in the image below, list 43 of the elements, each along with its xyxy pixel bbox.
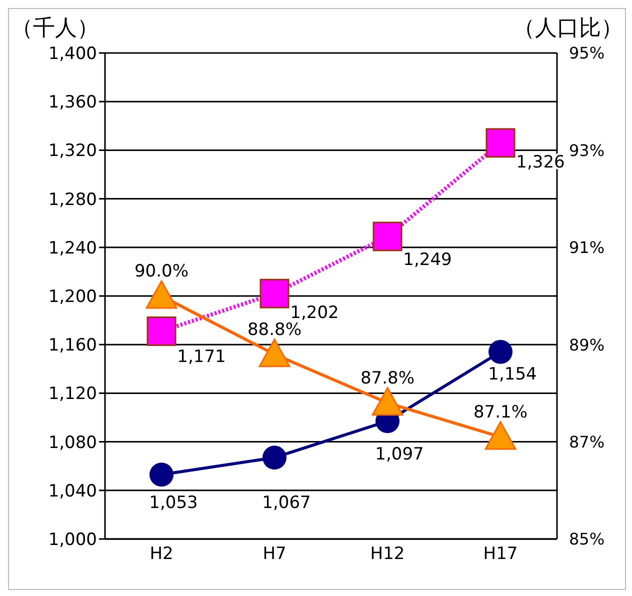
- data-label: 87.1%: [473, 402, 528, 423]
- data-label: 87.8%: [360, 368, 415, 389]
- point: [262, 446, 286, 470]
- data-label: 1,249: [403, 250, 452, 270]
- point: [372, 387, 404, 416]
- data-label: 1,154: [488, 364, 537, 385]
- point: [146, 316, 176, 346]
- x-tick-label: H12: [370, 544, 405, 564]
- y-tick-label: 1,360: [48, 92, 97, 113]
- y2-tick-label: 85%: [569, 530, 605, 549]
- point: [488, 340, 512, 364]
- y-tick-label: 1,320: [48, 141, 97, 162]
- y2-tick-label: 93%: [569, 140, 605, 160]
- data-label: 1,171: [177, 347, 226, 368]
- y2-tick-label: 95%: [569, 44, 605, 63]
- data-label: 1,053: [149, 493, 198, 514]
- y2-tick-label: 89%: [569, 335, 605, 354]
- y-tick-label: 1,160: [48, 336, 97, 356]
- y-tick-label: 1,080: [48, 432, 97, 453]
- y2-tick-label: 87%: [569, 432, 605, 452]
- point: [372, 222, 402, 252]
- x-tick-label: H17: [483, 544, 518, 564]
- data-label: 1,067: [262, 493, 311, 514]
- point: [150, 462, 174, 487]
- y-axis-title: （千人）: [11, 15, 99, 43]
- point: [260, 278, 290, 308]
- data-label: 90.0%: [134, 262, 189, 282]
- point: [486, 128, 516, 158]
- point: [258, 338, 290, 368]
- data-label: 1,097: [375, 444, 424, 464]
- x-tick-label: H7: [262, 544, 286, 564]
- y-tick-label: 1,280: [48, 190, 97, 210]
- y-tick-label: 1,200: [48, 287, 97, 308]
- point: [146, 280, 178, 309]
- x-tick-label: H2: [150, 544, 174, 564]
- y-tick-label: 1,400: [48, 44, 97, 64]
- y2-axis-title: （人口比）: [513, 15, 623, 43]
- y-tick-label: 1,040: [48, 481, 97, 502]
- y-tick-label: 1,120: [48, 384, 97, 404]
- y-tick-label: 1,240: [48, 238, 97, 258]
- y-tick-label: 1,000: [48, 530, 97, 550]
- y2-tick-label: 91%: [569, 238, 605, 258]
- point: [484, 421, 516, 450]
